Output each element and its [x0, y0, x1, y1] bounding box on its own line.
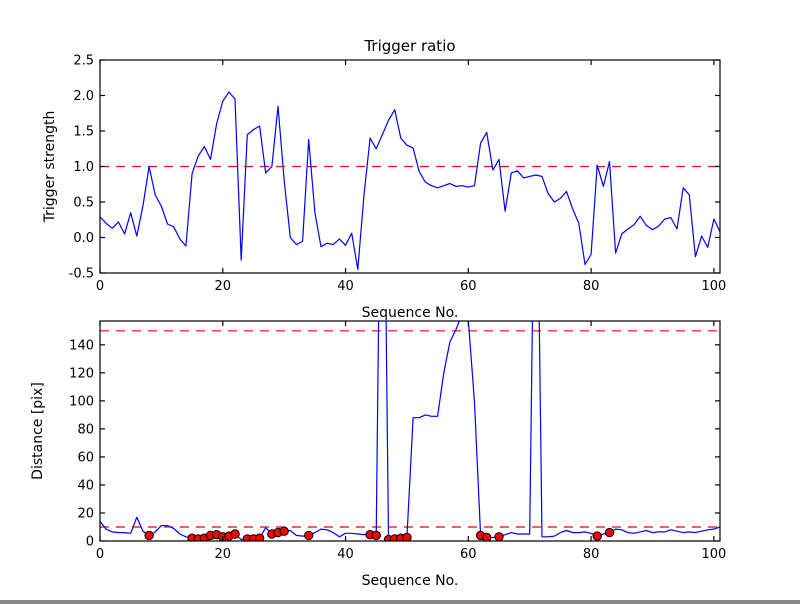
x-tick-label: 20 [214, 547, 231, 562]
trigger-marker [494, 532, 504, 541]
trigger-marker [230, 529, 240, 539]
x-tick-label: 60 [460, 547, 477, 562]
trigger-marker [482, 532, 492, 541]
y-tick-label: 60 [77, 450, 94, 465]
x-tick-label: 20 [214, 279, 231, 294]
y-axis-label: Trigger strength [42, 111, 58, 224]
x-tick-label: 80 [583, 547, 600, 562]
trigger-marker [592, 531, 602, 541]
plot-title: Trigger ratio [363, 37, 455, 55]
subplot-2: 0 20 40 60 80 100 0 20 40 60 80 100 120 140 Sequence N… [30, 320, 726, 589]
y-tick-label: 0.5 [73, 196, 94, 211]
trigger-marker [144, 530, 154, 541]
y-tick-label: -0.5 [69, 267, 94, 282]
x-tick-label: 40 [337, 279, 354, 294]
x-tick-label: 60 [460, 279, 477, 294]
y-tick-label: 0 [86, 535, 94, 550]
x-axis-label: Sequence No. [362, 573, 459, 589]
trigger-marker [254, 533, 265, 541]
y-tick-label: 2.5 [73, 54, 94, 69]
x-tick-label: 40 [337, 547, 354, 562]
x-tick-label: 100 [701, 279, 726, 294]
y-tick-label: 120 [69, 366, 94, 381]
x-axis-label: Sequence No. [362, 305, 459, 321]
y-tick-label: 0.0 [73, 231, 94, 246]
y-tick-label: 2.0 [73, 89, 94, 104]
axes-frame [99, 320, 721, 542]
y-tick-label: 100 [69, 394, 94, 409]
trigger-marker [402, 532, 412, 541]
y-axis-label: Distance [pix] [30, 382, 46, 480]
y-tick-label: 1.5 [73, 125, 94, 140]
y-tick-label: 140 [69, 338, 94, 353]
y-tick-label: 80 [77, 422, 94, 437]
data-line [100, 91, 720, 270]
trigger-marker [604, 527, 615, 538]
x-tick-label: 0 [96, 547, 104, 562]
subplot-1: 0 20 40 60 80 100 -0.5 0.0 0.5 1.0 1.5 2.0 2.5 Trigge… [42, 37, 726, 321]
trigger-marker [279, 526, 289, 536]
x-tick-label: 100 [701, 547, 726, 562]
x-tick-label: 0 [96, 279, 104, 294]
y-tick-label: 1.0 [73, 160, 94, 175]
trigger-marker [304, 530, 314, 541]
y-tick-label: 40 [77, 478, 94, 493]
y-tick-label: 20 [77, 506, 94, 521]
x-tick-label: 80 [583, 279, 600, 294]
trigger-marker [371, 530, 381, 541]
